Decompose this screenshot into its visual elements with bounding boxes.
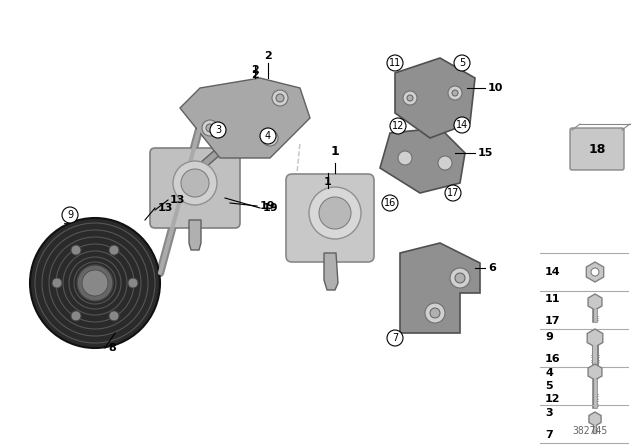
Text: 12: 12 — [392, 121, 404, 131]
FancyBboxPatch shape — [570, 128, 624, 170]
Polygon shape — [588, 329, 603, 347]
Circle shape — [425, 303, 445, 323]
Circle shape — [591, 268, 599, 276]
Polygon shape — [180, 78, 310, 158]
Text: 4: 4 — [545, 368, 553, 378]
Text: 14: 14 — [456, 120, 468, 130]
Circle shape — [403, 91, 417, 105]
Circle shape — [382, 195, 398, 211]
Text: 5: 5 — [459, 58, 465, 68]
Polygon shape — [324, 253, 338, 290]
Text: 17: 17 — [545, 316, 561, 326]
Circle shape — [272, 90, 288, 106]
Circle shape — [438, 156, 452, 170]
Circle shape — [390, 118, 406, 134]
Circle shape — [260, 128, 276, 144]
Circle shape — [309, 187, 361, 239]
Circle shape — [445, 185, 461, 201]
Circle shape — [387, 55, 403, 71]
Polygon shape — [400, 243, 480, 333]
FancyBboxPatch shape — [150, 148, 240, 228]
Circle shape — [452, 90, 458, 96]
Text: 6: 6 — [488, 263, 496, 273]
Text: 19: 19 — [263, 203, 278, 213]
Text: 12: 12 — [545, 394, 561, 404]
Polygon shape — [189, 220, 201, 250]
Text: 17: 17 — [447, 188, 459, 198]
Text: 9: 9 — [545, 332, 553, 342]
Polygon shape — [200, 128, 245, 168]
Circle shape — [30, 218, 160, 348]
Circle shape — [181, 169, 209, 197]
Text: 10: 10 — [488, 83, 504, 93]
Circle shape — [52, 278, 62, 288]
Circle shape — [202, 120, 218, 136]
Circle shape — [109, 245, 119, 255]
Circle shape — [71, 245, 81, 255]
Text: 16: 16 — [384, 198, 396, 208]
Circle shape — [454, 55, 470, 71]
Text: 7: 7 — [392, 333, 398, 343]
Circle shape — [448, 86, 462, 100]
Text: 5: 5 — [545, 381, 552, 391]
Text: 1: 1 — [331, 145, 339, 158]
Text: 9: 9 — [67, 210, 73, 220]
Circle shape — [407, 95, 413, 101]
Circle shape — [430, 308, 440, 318]
Text: 4: 4 — [265, 131, 271, 141]
Text: 13: 13 — [158, 203, 173, 213]
Circle shape — [398, 151, 412, 165]
Text: 15: 15 — [478, 148, 493, 158]
Circle shape — [62, 207, 78, 223]
Text: 3: 3 — [545, 408, 552, 418]
Circle shape — [128, 278, 138, 288]
Text: 1: 1 — [324, 177, 332, 187]
Text: 2: 2 — [251, 70, 259, 80]
FancyBboxPatch shape — [286, 174, 374, 262]
Circle shape — [262, 130, 278, 146]
Text: 11: 11 — [389, 58, 401, 68]
Circle shape — [450, 268, 470, 288]
Text: 7: 7 — [545, 430, 553, 440]
Polygon shape — [588, 294, 602, 310]
Text: 382745: 382745 — [572, 426, 607, 436]
Text: 2: 2 — [264, 51, 272, 61]
Circle shape — [82, 270, 108, 296]
Text: 2: 2 — [251, 65, 259, 75]
Text: 8: 8 — [108, 343, 116, 353]
Circle shape — [109, 311, 119, 321]
Text: 16: 16 — [545, 354, 561, 364]
Circle shape — [319, 197, 351, 229]
Polygon shape — [586, 262, 604, 282]
Text: 14: 14 — [545, 267, 561, 277]
Text: 19: 19 — [260, 201, 276, 211]
Circle shape — [454, 117, 470, 133]
Circle shape — [173, 161, 217, 205]
Circle shape — [455, 273, 465, 283]
Circle shape — [387, 330, 403, 346]
Circle shape — [71, 311, 81, 321]
Text: 3: 3 — [215, 125, 221, 135]
Text: 9: 9 — [62, 216, 68, 226]
Polygon shape — [589, 412, 601, 426]
Polygon shape — [588, 364, 602, 380]
Circle shape — [276, 94, 284, 102]
Circle shape — [206, 124, 214, 132]
Text: 13: 13 — [170, 195, 186, 205]
Circle shape — [266, 134, 274, 142]
Text: 18: 18 — [588, 142, 605, 155]
Circle shape — [77, 265, 113, 301]
Polygon shape — [380, 128, 465, 193]
Text: 11: 11 — [545, 294, 561, 304]
Polygon shape — [395, 58, 475, 138]
Circle shape — [210, 122, 226, 138]
